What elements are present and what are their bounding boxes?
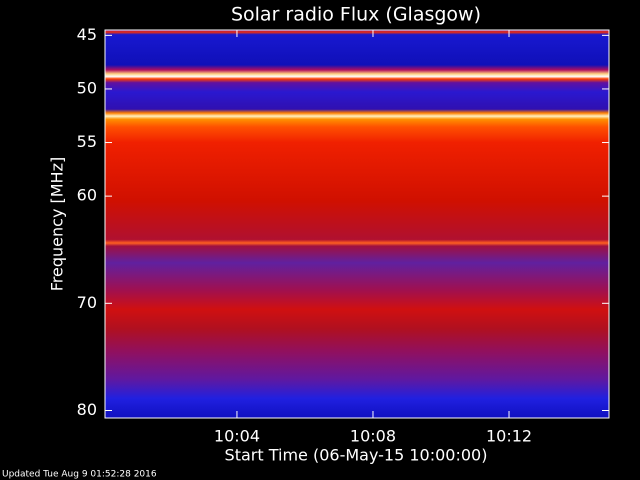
y-tick-label: 45 [77, 25, 97, 44]
y-axis-label: Frequency [MHz] [48, 157, 67, 291]
y-tick-label: 55 [77, 132, 97, 151]
spectrogram [105, 30, 609, 418]
x-tick-label: 10:08 [350, 427, 396, 446]
chart-title: Solar radio Flux (Glasgow) [231, 4, 481, 26]
y-tick-label: 60 [77, 186, 97, 205]
x-axis-label: Start Time (06-May-15 10:00:00) [225, 446, 488, 465]
footer: Updated Tue Aug 9 01:52:28 2016 [2, 470, 157, 480]
y-tick-label: 70 [77, 293, 97, 312]
plot-frame [104, 29, 610, 419]
x-tick-label: 10:12 [486, 427, 532, 446]
y-tick-label: 80 [77, 400, 97, 419]
y-tick-label: 50 [77, 78, 97, 97]
x-tick-label: 10:04 [214, 427, 260, 446]
